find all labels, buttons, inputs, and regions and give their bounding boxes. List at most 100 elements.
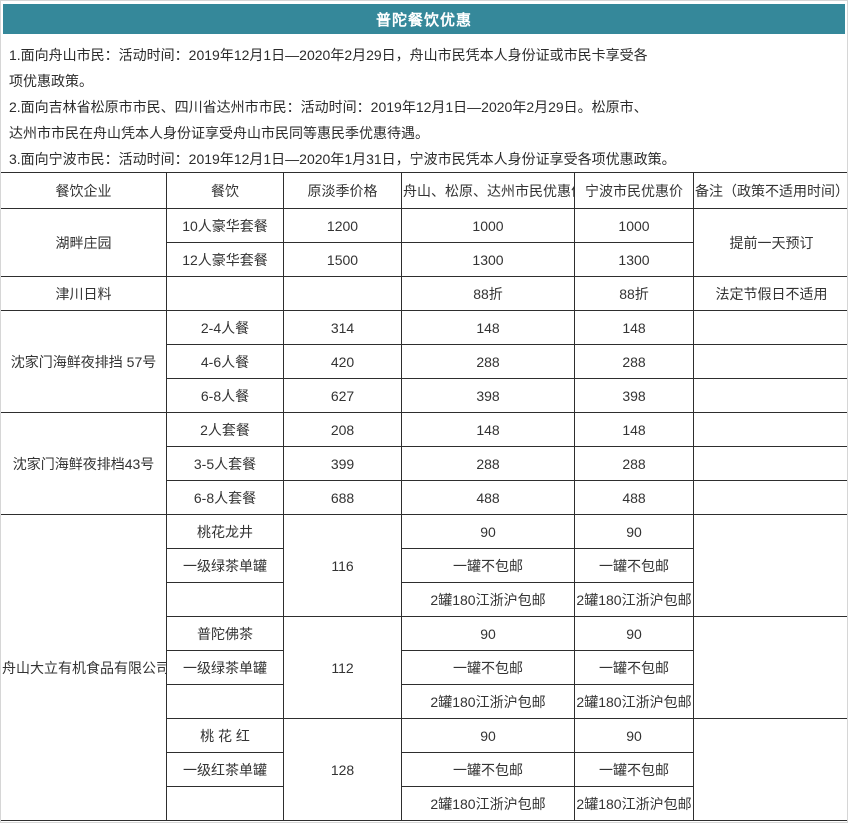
- table-row: 6-8人餐 627 398 398: [1, 378, 847, 413]
- table-row: 湖畔庄园 10人豪华套餐 1200 1000 1000 提前一天预订: [1, 208, 847, 277]
- price-cell: 1200: [283, 208, 402, 243]
- discount-cell: 一罐不包邮: [401, 650, 575, 685]
- price-cell: 399: [283, 446, 402, 481]
- table-row: 沈家门海鲜夜排档43号 2人套餐 208 148 148: [1, 412, 847, 515]
- price-cell: 627: [283, 378, 402, 413]
- ningbo-price-cell: 一罐不包邮: [574, 548, 694, 583]
- page-title: 普陀餐饮优惠: [3, 4, 845, 34]
- col-header-original-price: 原淡季价格: [283, 172, 402, 209]
- price-cell: 112: [283, 616, 402, 719]
- meal-cell: 4-6人餐: [166, 344, 284, 379]
- meal-cell: 桃 花 红: [166, 718, 284, 753]
- meal-cell: [166, 786, 284, 821]
- discount-cell: 88折: [401, 276, 575, 311]
- table-row: 普陀佛茶 112 90 90: [1, 616, 847, 719]
- col-header-company: 餐饮企业: [1, 172, 167, 209]
- ningbo-price-cell: 2罐180江浙沪包邮: [574, 786, 694, 821]
- table-row: 3-5人套餐 399 288 288: [1, 446, 847, 481]
- col-header-remark: 备注（政策不适用时间）: [693, 172, 847, 209]
- discount-cell: 90: [401, 514, 575, 549]
- remark-cell: [693, 310, 847, 345]
- remark-cell: [693, 718, 847, 821]
- remark-cell: [693, 378, 847, 413]
- table-row: 舟山大立有机食品有限公司 桃花龙井 116 90 90: [1, 514, 847, 821]
- table-row: 桃 花 红 128 90 90: [1, 718, 847, 821]
- ningbo-price-cell: 148: [574, 310, 694, 345]
- promo-note-line: 2.面向吉林省松原市市民、四川省达州市市民：活动时间：2019年12月1日—20…: [9, 99, 648, 115]
- company-cell: 湖畔庄园: [1, 208, 167, 277]
- ningbo-price-cell: 90: [574, 616, 694, 651]
- meal-cell: [166, 684, 284, 719]
- discount-cell: 2罐180江浙沪包邮: [401, 684, 575, 719]
- discount-cell: 148: [401, 310, 575, 345]
- discount-cell: 288: [401, 344, 575, 379]
- ningbo-price-cell: 2罐180江浙沪包邮: [574, 684, 694, 719]
- discount-cell: 一罐不包邮: [401, 548, 575, 583]
- discount-cell: 148: [401, 412, 575, 447]
- remark-cell: [693, 412, 847, 447]
- table-row: 沈家门海鲜夜排挡 57号 2-4人餐 314 148 148: [1, 310, 847, 413]
- meal-cell: 12人豪华套餐: [166, 242, 284, 277]
- meal-cell: 2-4人餐: [166, 310, 284, 345]
- ningbo-price-cell: 488: [574, 480, 694, 515]
- price-cell: 420: [283, 344, 402, 379]
- promo-note-line: 达州市市民在舟山凭本人身份证享受舟山市民同等惠民季优惠待遇。: [9, 125, 429, 141]
- remark-cell: [693, 514, 847, 617]
- promo-note-line: 3.面向宁波市民：活动时间：2019年12月1日—2020年1月31日，宁波市民…: [9, 151, 676, 167]
- meal-cell: 2人套餐: [166, 412, 284, 447]
- meal-cell: 一级红茶单罐: [166, 752, 284, 787]
- remark-cell: 法定节假日不适用: [693, 276, 847, 311]
- ningbo-price-cell: 一罐不包邮: [574, 752, 694, 787]
- company-cell: 沈家门海鲜夜排挡 57号: [1, 310, 167, 413]
- meal-cell: [166, 582, 284, 617]
- ningbo-price-cell: 288: [574, 344, 694, 379]
- table-row: 2罐180江浙沪包邮 2罐180江浙沪包邮: [1, 684, 847, 719]
- offers-table: 餐饮企业 餐饮 原淡季价格 舟山、松原、达州市民优惠价 宁波市民优惠价 备注（政…: [1, 172, 847, 821]
- promo-note-line: 项优惠政策。: [9, 73, 93, 89]
- price-cell: 128: [283, 718, 402, 821]
- ningbo-price-cell: 一罐不包邮: [574, 650, 694, 685]
- price-cell: 208: [283, 412, 402, 447]
- col-header-meal: 餐饮: [166, 172, 284, 209]
- meal-cell: 6-8人餐: [166, 378, 284, 413]
- price-cell: 1500: [283, 242, 402, 277]
- table-row: 津川日料 88折 88折 法定节假日不适用: [1, 276, 847, 311]
- ningbo-price-cell: 1000: [574, 208, 694, 243]
- table-header-row: 餐饮企业 餐饮 原淡季价格 舟山、松原、达州市民优惠价 宁波市民优惠价 备注（政…: [1, 172, 847, 209]
- remark-cell: [693, 344, 847, 379]
- remark-cell: [693, 446, 847, 481]
- meal-cell: 10人豪华套餐: [166, 208, 284, 243]
- discount-cell: 1000: [401, 208, 575, 243]
- ningbo-price-cell: 2罐180江浙沪包邮: [574, 582, 694, 617]
- ningbo-price-cell: 398: [574, 378, 694, 413]
- table-row: 2罐180江浙沪包邮 2罐180江浙沪包邮: [1, 582, 847, 617]
- promo-notes: 1.面向舟山市民：活动时间：2019年12月1日—2020年2月29日，舟山市民…: [1, 34, 847, 172]
- price-cell: 116: [283, 514, 402, 617]
- ningbo-price-cell: 90: [574, 514, 694, 549]
- discount-cell: 一罐不包邮: [401, 752, 575, 787]
- discount-cell: 288: [401, 446, 575, 481]
- company-cell: 津川日料: [1, 276, 167, 311]
- col-header-zhoushan-discount: 舟山、松原、达州市民优惠价: [401, 172, 575, 209]
- company-cell: 舟山大立有机食品有限公司: [1, 514, 167, 821]
- price-cell: 688: [283, 480, 402, 515]
- ningbo-price-cell: 88折: [574, 276, 694, 311]
- price-cell: 314: [283, 310, 402, 345]
- discount-cell: 2罐180江浙沪包邮: [401, 786, 575, 821]
- meal-cell: [166, 276, 284, 311]
- discount-cell: 1300: [401, 242, 575, 277]
- discount-cell: 90: [401, 718, 575, 753]
- discount-cell: 398: [401, 378, 575, 413]
- table-row: 一级绿茶单罐 一罐不包邮 一罐不包邮: [1, 548, 847, 583]
- ningbo-price-cell: 148: [574, 412, 694, 447]
- meal-cell: 3-5人套餐: [166, 446, 284, 481]
- meal-cell: 6-8人套餐: [166, 480, 284, 515]
- discount-cell: 488: [401, 480, 575, 515]
- ningbo-price-cell: 1300: [574, 242, 694, 277]
- price-cell: [283, 276, 402, 311]
- remark-cell: 提前一天预订: [693, 208, 847, 277]
- meal-cell: 一级绿茶单罐: [166, 650, 284, 685]
- company-cell: 沈家门海鲜夜排档43号: [1, 412, 167, 515]
- table-row: 4-6人餐 420 288 288: [1, 344, 847, 379]
